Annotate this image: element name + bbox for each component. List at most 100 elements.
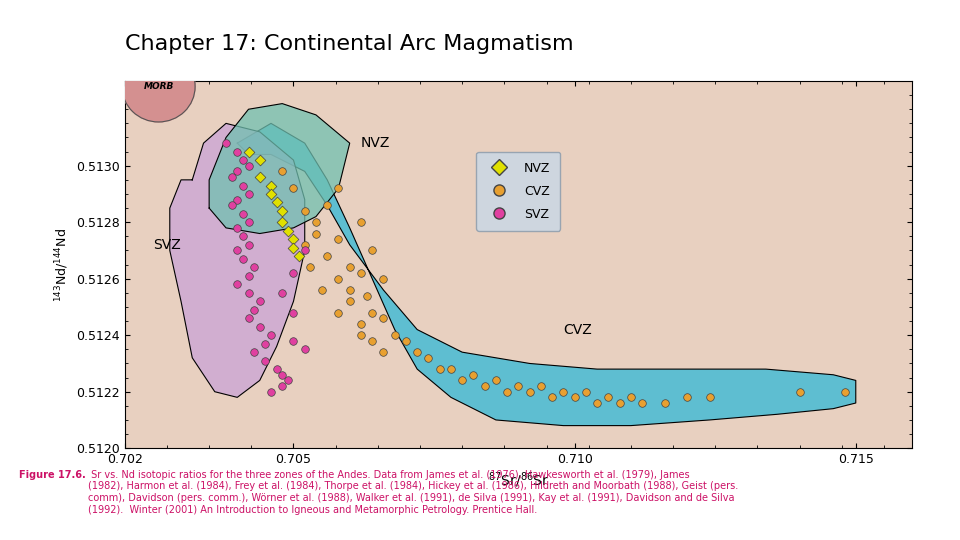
Point — [375, 274, 391, 283]
Point — [375, 348, 391, 356]
Polygon shape — [237, 123, 855, 426]
Point — [359, 292, 374, 300]
Point — [286, 184, 301, 193]
Point — [224, 201, 239, 210]
Point — [353, 269, 369, 278]
Point — [252, 156, 268, 164]
Point — [567, 393, 583, 402]
Point — [466, 370, 481, 379]
Point — [280, 376, 296, 384]
Point — [308, 218, 324, 227]
Point — [612, 399, 627, 407]
Point — [229, 167, 245, 176]
Point — [331, 235, 347, 244]
Point — [314, 286, 329, 294]
Point — [241, 161, 256, 170]
Ellipse shape — [122, 51, 195, 122]
Point — [229, 224, 245, 232]
Point — [229, 147, 245, 156]
Point — [235, 255, 251, 264]
Point — [286, 269, 301, 278]
Point — [792, 387, 807, 396]
Point — [353, 218, 369, 227]
Point — [235, 210, 251, 218]
Point — [229, 195, 245, 204]
Point — [837, 387, 852, 396]
Point — [387, 331, 402, 340]
Point — [544, 393, 560, 402]
Point — [578, 387, 593, 396]
Text: SVZ: SVZ — [153, 238, 180, 252]
Point — [275, 167, 290, 176]
Point — [297, 240, 312, 249]
Point — [241, 218, 256, 227]
Point — [375, 314, 391, 322]
Point — [257, 356, 273, 365]
Point — [365, 308, 380, 317]
Point — [489, 376, 504, 384]
Point — [331, 274, 347, 283]
Point — [331, 184, 347, 193]
Point — [241, 240, 256, 249]
Point — [680, 393, 695, 402]
Text: Figure 17.6.: Figure 17.6. — [19, 470, 86, 480]
Point — [229, 280, 245, 289]
Point — [365, 336, 380, 345]
Point — [218, 139, 233, 147]
Point — [420, 354, 436, 362]
Point — [398, 336, 414, 345]
Point — [286, 244, 301, 252]
Text: Chapter 17: Continental Arc Magmatism: Chapter 17: Continental Arc Magmatism — [125, 34, 573, 54]
Point — [241, 272, 256, 280]
Point — [241, 190, 256, 198]
Point — [601, 393, 616, 402]
Point — [444, 365, 459, 374]
Point — [702, 393, 717, 402]
Point — [235, 232, 251, 241]
Point — [297, 345, 312, 354]
Point — [353, 320, 369, 328]
Point — [235, 156, 251, 164]
Point — [635, 399, 650, 407]
Point — [263, 190, 278, 198]
Point — [353, 331, 369, 340]
Legend: NVZ, CVZ, SVZ: NVZ, CVZ, SVZ — [476, 152, 561, 231]
Point — [235, 181, 251, 190]
Point — [280, 226, 296, 235]
Point — [320, 201, 335, 210]
Point — [275, 207, 290, 215]
Text: NVZ: NVZ — [361, 136, 391, 150]
Point — [657, 399, 672, 407]
Point — [252, 322, 268, 331]
Point — [275, 288, 290, 297]
Point — [286, 308, 301, 317]
Point — [342, 286, 357, 294]
Point — [292, 252, 307, 260]
Point — [533, 382, 548, 390]
Text: CVZ: CVZ — [564, 322, 592, 336]
Point — [499, 387, 515, 396]
Point — [252, 297, 268, 306]
Point — [286, 235, 301, 244]
Point — [477, 382, 492, 390]
Polygon shape — [170, 123, 304, 397]
Point — [252, 173, 268, 181]
Point — [263, 331, 278, 340]
Point — [229, 246, 245, 255]
Point — [263, 387, 278, 396]
Point — [556, 387, 571, 396]
Point — [589, 399, 605, 407]
Point — [275, 218, 290, 227]
Point — [308, 229, 324, 238]
Y-axis label: $^{143}$Nd/$^{144}$Nd: $^{143}$Nd/$^{144}$Nd — [53, 227, 71, 302]
Point — [286, 336, 301, 345]
Point — [522, 387, 538, 396]
Point — [410, 348, 425, 356]
Point — [432, 365, 447, 374]
Point — [241, 288, 256, 297]
Polygon shape — [209, 104, 349, 233]
Point — [247, 348, 262, 356]
Point — [342, 263, 357, 272]
Point — [331, 308, 347, 317]
Point — [269, 198, 284, 207]
